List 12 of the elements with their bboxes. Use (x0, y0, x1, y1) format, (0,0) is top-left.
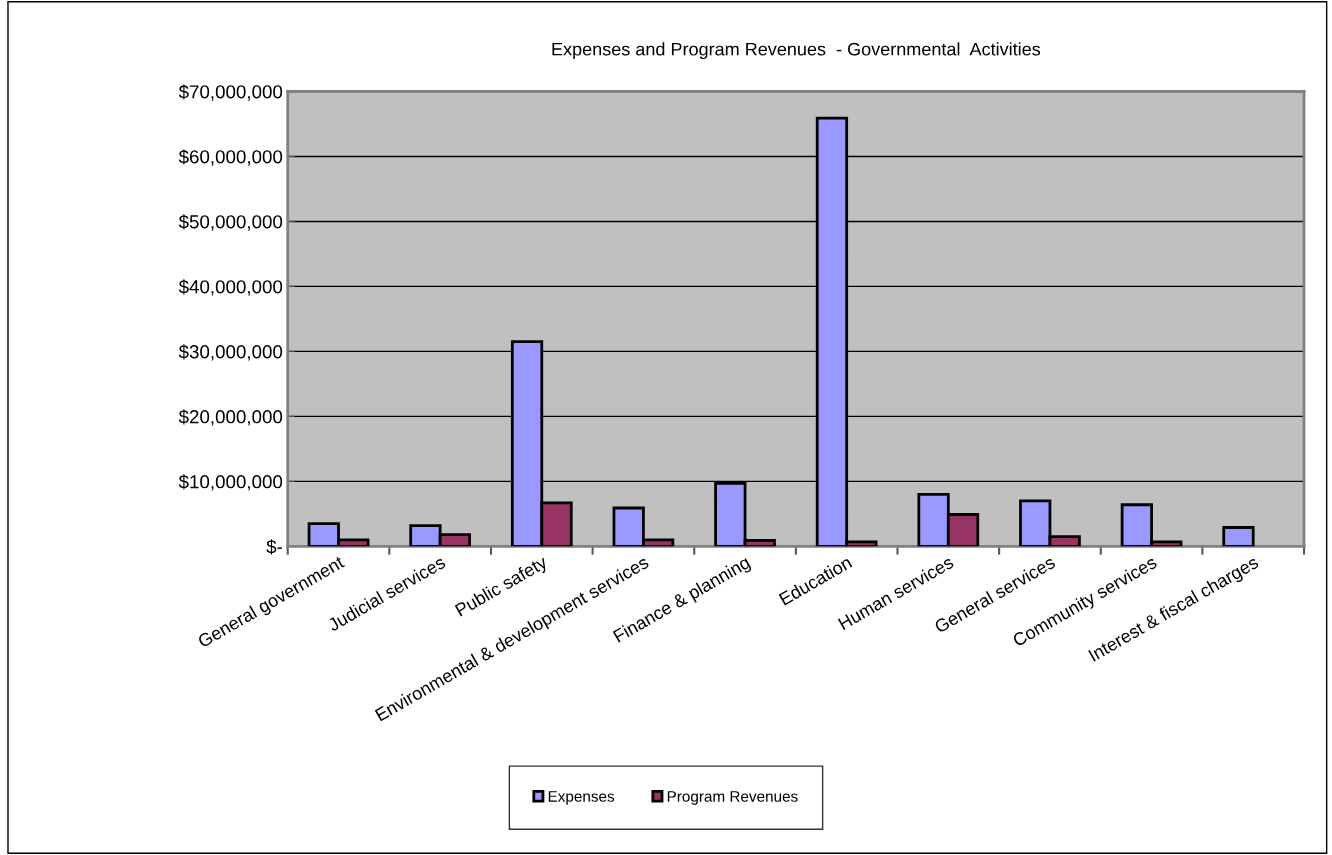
y-tick-label: $70,000,000 (178, 84, 283, 101)
chart-title: Expenses and Program Revenues - Governmental Activities (552, 42, 1041, 60)
y-tick-label: $40,000,000 (178, 279, 283, 296)
bar (1222, 526, 1255, 547)
y-tick-label: $- (266, 539, 283, 555)
y-tick-label: $50,000,000 (178, 214, 283, 231)
y-tick-label: $10,000,000 (178, 474, 283, 491)
y-tick-label: $30,000,000 (178, 344, 283, 361)
legend-label: Expenses (548, 791, 615, 805)
legend-label: Program Revenues (667, 791, 798, 805)
y-tick-label: $20,000,000 (178, 409, 283, 426)
y-tick-label: $60,000,000 (178, 149, 283, 166)
